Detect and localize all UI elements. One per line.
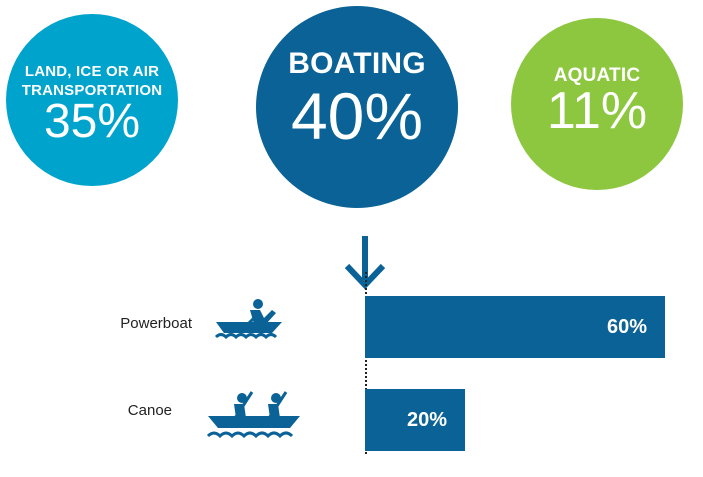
category-label-canoe: Canoe — [127, 402, 172, 419]
boating-value: 40% — [290, 79, 424, 153]
category-label-powerboat: Powerboat — [120, 315, 192, 332]
boating-circle: BOATING 40% — [256, 6, 458, 208]
bar-powerboat: 60% — [365, 296, 665, 358]
powerboat-icon — [214, 299, 282, 340]
bar-value-label: 20% — [406, 408, 447, 431]
land-ice-air-label: LAND, ICE OR AIR TRANSPORTATION — [21, 63, 163, 99]
bar-canoe: 20% — [365, 389, 465, 451]
land-ice-air-value: 35% — [43, 95, 141, 148]
aquatic-value: 11% — [546, 82, 648, 140]
land-ice-air-circle: LAND, ICE OR AIR TRANSPORTATION 35% — [6, 14, 178, 186]
boating-label: BOATING — [288, 47, 426, 80]
bar-value-label: 60% — [606, 315, 647, 338]
aquatic-label: AQUATIC — [553, 65, 641, 86]
canoe-icon — [206, 391, 300, 439]
aquatic-circle: AQUATIC 11% — [511, 18, 683, 190]
bar-baseline — [365, 272, 367, 454]
